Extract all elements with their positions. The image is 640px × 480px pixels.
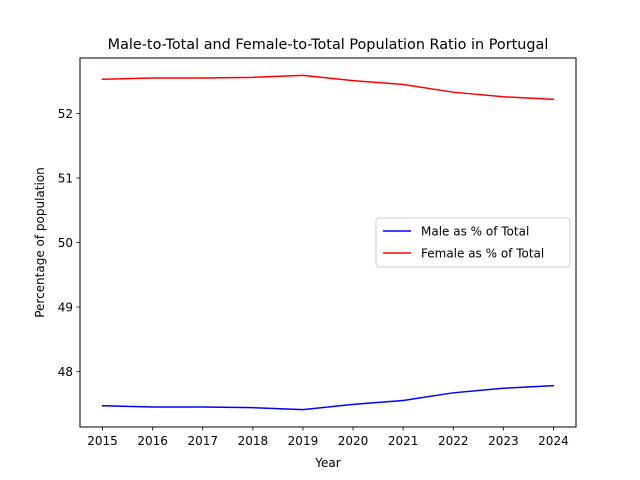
x-tick-label: 2020	[338, 434, 369, 448]
series-layer	[101, 73, 555, 412]
data-point	[251, 75, 255, 79]
x-tick-label: 2023	[488, 434, 519, 448]
data-point	[301, 73, 305, 77]
data-point	[151, 76, 155, 80]
x-tick-label: 2024	[538, 434, 569, 448]
series-line-female	[101, 74, 555, 101]
chart-title: Male-to-Total and Female-to-Total Popula…	[108, 37, 549, 53]
legend-label-male: Male as % of Total	[421, 225, 529, 239]
y-tick-label: 50	[58, 236, 73, 250]
legend: Male as % of Total Female as % of Total	[375, 217, 571, 268]
data-point	[101, 77, 105, 81]
x-tick-label: 2019	[288, 434, 319, 448]
data-point	[151, 405, 155, 409]
y-tick-label: 48	[58, 365, 73, 379]
data-point	[451, 391, 455, 395]
legend-box	[375, 217, 571, 268]
x-tick-label: 2022	[438, 434, 469, 448]
data-point	[401, 82, 405, 86]
data-point	[101, 404, 105, 408]
x-tick-label: 2018	[238, 434, 269, 448]
data-point	[401, 399, 405, 403]
x-axis-label: Year	[314, 456, 340, 470]
data-point	[551, 384, 555, 388]
y-tick-label: 51	[58, 171, 73, 185]
data-point	[301, 408, 305, 412]
data-point	[351, 402, 355, 406]
data-point	[501, 95, 505, 99]
legend-label-female: Female as % of Total	[421, 247, 544, 261]
series-line-male	[101, 384, 555, 411]
x-tick-label: 2015	[87, 434, 118, 448]
x-tick-label: 2016	[137, 434, 168, 448]
x-tick-label: 2017	[187, 434, 218, 448]
data-point	[551, 97, 555, 101]
y-tick-label: 49	[58, 301, 73, 315]
y-tick-label: 52	[58, 107, 73, 121]
data-point	[351, 79, 355, 83]
data-point	[201, 76, 205, 80]
y-axis-label: Percentage of population	[33, 167, 47, 318]
x-tick-label: 2021	[388, 434, 419, 448]
x-axis: 2015 2016 2017 2018 2019 2020 2021 2022 2023 2024	[87, 427, 569, 448]
data-point	[201, 405, 205, 409]
data-point	[251, 406, 255, 410]
data-point	[451, 90, 455, 94]
data-point	[501, 386, 505, 390]
y-axis: 48 49 50 51 52	[58, 107, 80, 379]
